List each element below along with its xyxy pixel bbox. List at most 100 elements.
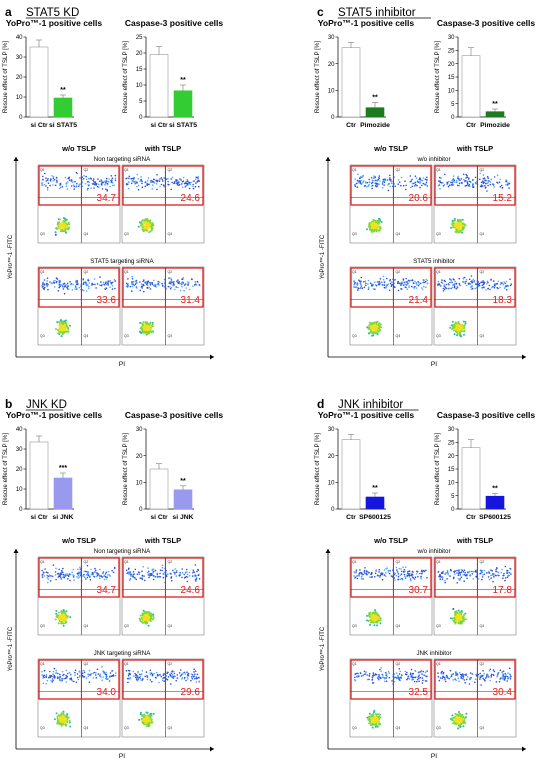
event-dot bbox=[373, 723, 376, 726]
y-axis-title: Rescue effect of TSLP [%] bbox=[314, 433, 321, 506]
event-dot bbox=[47, 182, 50, 184]
event-dot bbox=[76, 576, 78, 578]
event-dot bbox=[49, 184, 51, 187]
event-dot bbox=[99, 673, 101, 676]
event-dot bbox=[459, 611, 461, 614]
event-dot bbox=[446, 578, 448, 580]
event-dot bbox=[101, 182, 103, 184]
event-dot bbox=[460, 717, 463, 720]
event-dot bbox=[456, 673, 458, 676]
event-dot bbox=[195, 676, 198, 678]
event-dot bbox=[88, 178, 91, 180]
event-dot bbox=[385, 677, 388, 679]
event-dot bbox=[452, 184, 454, 186]
event-dot bbox=[457, 177, 459, 179]
event-dot bbox=[457, 622, 460, 625]
gate-percentage: 34.0 bbox=[97, 687, 117, 698]
event-dot bbox=[175, 179, 177, 181]
event-dot bbox=[439, 677, 442, 679]
event-dot bbox=[74, 671, 76, 674]
event-dot bbox=[465, 678, 468, 681]
event-dot bbox=[82, 575, 85, 577]
event-dot bbox=[56, 715, 59, 718]
event-dot bbox=[470, 275, 473, 277]
event-dot bbox=[506, 576, 509, 579]
gate-percentage: 21.4 bbox=[409, 295, 429, 306]
event-dot bbox=[66, 573, 68, 575]
event-dot bbox=[93, 671, 95, 674]
event-dot bbox=[454, 328, 457, 331]
event-dot bbox=[49, 179, 52, 182]
event-dot bbox=[411, 185, 414, 188]
event-dot bbox=[96, 283, 99, 285]
event-dot bbox=[65, 283, 67, 286]
event-dot bbox=[471, 282, 473, 284]
event-dot bbox=[46, 189, 49, 191]
event-dot bbox=[440, 671, 443, 674]
bar-chart-title: YoPro™-1 positive cells bbox=[318, 18, 414, 28]
event-dot bbox=[151, 184, 154, 186]
category-label: si STAT5 bbox=[49, 122, 77, 129]
event-dot bbox=[450, 324, 453, 327]
event-dot bbox=[465, 716, 467, 719]
event-dot bbox=[460, 225, 463, 227]
event-dot bbox=[404, 283, 406, 286]
event-dot bbox=[377, 229, 380, 232]
event-dot bbox=[460, 326, 463, 329]
event-dot bbox=[382, 275, 385, 278]
event-dot bbox=[187, 183, 189, 186]
event-dot bbox=[140, 285, 143, 288]
event-dot bbox=[63, 721, 66, 724]
event-dot bbox=[73, 185, 76, 188]
event-dot bbox=[157, 179, 159, 182]
event-dot bbox=[54, 184, 57, 187]
bar bbox=[485, 111, 505, 118]
event-dot bbox=[413, 182, 415, 185]
event-dot bbox=[127, 669, 130, 672]
quadrant-label: Q3 bbox=[352, 334, 357, 338]
event-dot bbox=[398, 181, 401, 183]
event-dot bbox=[419, 177, 421, 179]
event-dot bbox=[85, 570, 87, 573]
event-dot bbox=[146, 217, 149, 220]
event-dot bbox=[458, 218, 461, 221]
event-dot bbox=[448, 184, 451, 186]
event-dot bbox=[152, 575, 155, 577]
event-dot bbox=[179, 675, 182, 677]
event-dot bbox=[465, 180, 468, 182]
event-dot bbox=[47, 578, 50, 580]
event-dot bbox=[172, 677, 175, 679]
event-dot bbox=[479, 672, 482, 675]
gate-percentage: 33.6 bbox=[97, 295, 117, 306]
event-dot bbox=[105, 283, 108, 286]
event-dot bbox=[453, 179, 456, 181]
event-dot bbox=[77, 577, 80, 579]
quadrant-label: Q4 bbox=[167, 334, 172, 338]
event-dot bbox=[407, 573, 410, 575]
event-dot bbox=[505, 180, 507, 183]
event-dot bbox=[111, 184, 114, 187]
event-dot bbox=[469, 672, 472, 674]
event-dot bbox=[57, 622, 60, 625]
event-dot bbox=[61, 617, 64, 620]
event-dot bbox=[458, 222, 461, 225]
event-dot bbox=[57, 719, 59, 722]
event-dot bbox=[76, 172, 79, 175]
event-dot bbox=[397, 575, 400, 578]
event-dot bbox=[465, 280, 467, 283]
event-dot bbox=[388, 572, 391, 575]
event-dot bbox=[464, 322, 467, 325]
event-dot bbox=[52, 280, 55, 282]
column-header: with TSLP bbox=[144, 536, 181, 545]
event-dot bbox=[172, 569, 174, 572]
event-dot bbox=[365, 284, 367, 287]
event-dot bbox=[137, 670, 139, 673]
event-dot bbox=[451, 281, 453, 284]
event-dot bbox=[94, 674, 97, 676]
event-dot bbox=[421, 288, 424, 291]
event-dot bbox=[74, 674, 76, 676]
event-dot bbox=[388, 178, 391, 181]
event-dot bbox=[457, 220, 460, 223]
quadrant-label: Q2 bbox=[479, 270, 484, 274]
bar bbox=[149, 54, 169, 118]
